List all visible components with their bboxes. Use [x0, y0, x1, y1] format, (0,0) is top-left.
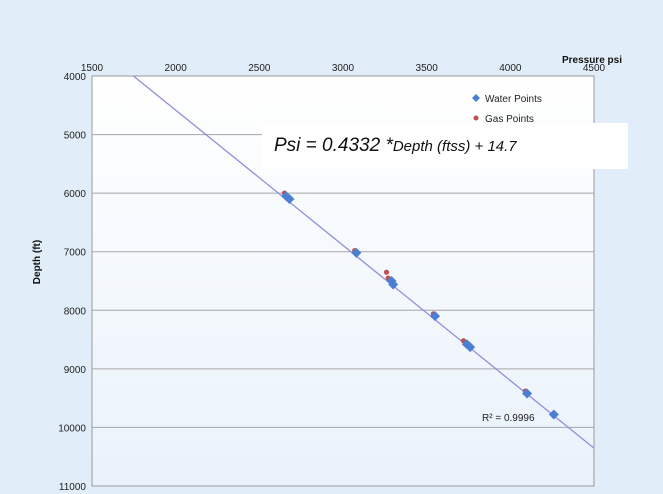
- water-point: [548, 409, 559, 420]
- legend-gas-marker: [473, 115, 479, 121]
- water-point: [465, 342, 476, 353]
- x-tick-1500: 1500: [81, 63, 104, 74]
- plot-border: [91, 75, 595, 487]
- y-tick-4000: 4000: [64, 72, 87, 83]
- legend: Water Points Gas Points: [472, 94, 542, 125]
- x-tick-3000: 3000: [332, 63, 355, 74]
- legend-water-marker: [472, 94, 480, 102]
- water-point: [522, 388, 533, 399]
- y-tick-9000: 9000: [64, 365, 87, 376]
- trendline-equation: Psi = 0.4332 * Depth (ftss) + 14.7: [262, 123, 628, 169]
- x-tick-2500: 2500: [248, 63, 271, 74]
- y-tick-6000: 6000: [64, 189, 87, 200]
- y-tick-7000: 7000: [64, 248, 87, 259]
- y-tick-labels: 4000 5000 6000 7000 8000 9000 10000 11000: [58, 72, 86, 493]
- x-tick-labels: 1500 2000 2500 3000 3500 4000 4500: [81, 63, 606, 74]
- water-points-series: [281, 191, 559, 420]
- y-tick-10000: 10000: [58, 423, 86, 434]
- y-tick-5000: 5000: [64, 131, 87, 142]
- equation-main: Psi = 0.4332 *: [274, 135, 393, 156]
- r-squared-label: R² = 0.9996: [482, 413, 535, 424]
- legend-water-label: Water Points: [485, 94, 542, 105]
- x-tick-3500: 3500: [416, 63, 439, 74]
- water-point: [388, 279, 399, 290]
- gas-point: [383, 269, 390, 275]
- equation-depth-part: Depth (ftss) + 14.7: [392, 137, 517, 155]
- y-tick-8000: 8000: [64, 306, 87, 317]
- water-point: [351, 247, 362, 258]
- y-axis-title: Depth (ft): [32, 240, 43, 284]
- legend-gas-label: Gas Points: [485, 114, 534, 125]
- x-tick-4000: 4000: [499, 63, 522, 74]
- water-point: [430, 311, 441, 322]
- x-tick-4500: 4500: [583, 63, 606, 74]
- water-point: [284, 194, 295, 204]
- x-tick-2000: 2000: [165, 63, 188, 74]
- x-axis-title: Pressure psi: [562, 55, 622, 66]
- y-tick-11000: 11000: [59, 482, 87, 493]
